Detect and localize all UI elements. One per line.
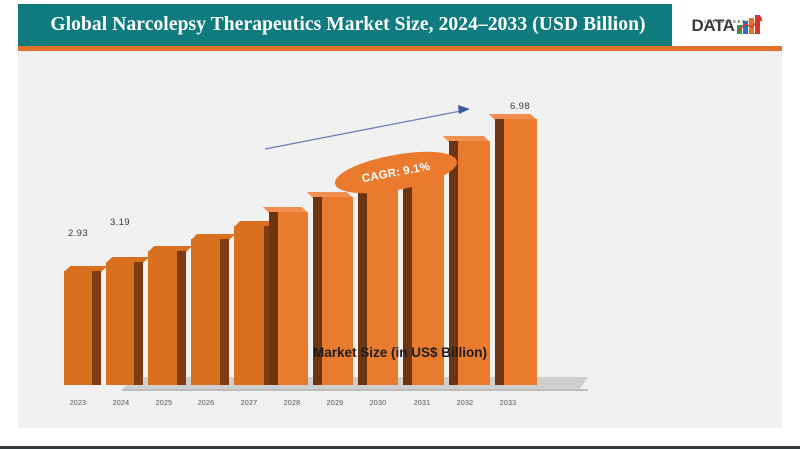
x-tick-2032: 2032 (456, 398, 474, 407)
bar-side-face (495, 119, 504, 385)
bar-side-face (264, 226, 273, 385)
bar-side-face (358, 180, 367, 385)
bar-value-label-2023: 2.93 (67, 228, 89, 239)
x-tick-2028: 2028 (283, 398, 301, 407)
bar-front-face (191, 239, 220, 385)
bar-value-label-2024: 3.19 (109, 217, 131, 228)
x-tick-2029: 2029 (326, 398, 344, 407)
x-tick-2026: 2026 (197, 398, 215, 407)
bar-2030 (351, 175, 398, 385)
bar-value-label-2033: 6.98 (509, 101, 531, 112)
logo-bar-chart-icon (736, 15, 763, 34)
x-tick-2024: 2024 (112, 398, 130, 407)
bar-front-face (412, 161, 444, 385)
bar-2024 (106, 257, 150, 385)
footer-strip (0, 428, 800, 443)
header-accent-line (18, 46, 782, 51)
bar-2025 (148, 246, 193, 385)
x-tick-2027: 2027 (240, 398, 258, 407)
bar-front-face (234, 226, 264, 385)
logo-wordmark: DATA (691, 16, 735, 35)
bar-2032 (442, 136, 490, 385)
bar-2027 (234, 221, 280, 385)
bar-front-face (106, 262, 134, 385)
x-tick-2025: 2025 (155, 398, 173, 407)
bar-2028 (262, 207, 308, 385)
bar-front-face (322, 197, 353, 385)
bar-2031 (396, 156, 444, 385)
bar-front-face (148, 251, 177, 385)
chart-caption: Market Size (in US$ Billion) (312, 345, 488, 360)
bar-side-face (92, 271, 101, 385)
bar-front-face (367, 180, 398, 385)
bar-front-face (504, 119, 537, 385)
bar-2026 (191, 234, 236, 385)
x-tick-2023: 2023 (69, 398, 87, 407)
bar-side-face (403, 161, 412, 385)
bar-side-face (449, 141, 458, 385)
x-tick-2033: 2033 (499, 398, 517, 407)
bar-side-face (313, 197, 322, 385)
bar-side-face (220, 239, 229, 385)
bar-front-face (458, 141, 490, 385)
bar-side-face (177, 251, 186, 385)
logo-subtitle: INTELLIGENCE (704, 19, 757, 24)
bar-2023 (64, 266, 108, 385)
brand-logo: DATA INTELLIGENCE (672, 0, 782, 51)
bar-2033 (488, 114, 537, 385)
logo-trend-arrow-icon (737, 16, 763, 32)
bar-2029 (306, 192, 353, 385)
bar-side-face (269, 212, 278, 385)
plot-region: 2.93 3.19 (18, 51, 782, 431)
bar-side-face (134, 262, 143, 385)
bar-front-face (64, 271, 92, 385)
bar-front-face (278, 212, 308, 385)
chart-area: 2.93 3.19 (18, 51, 782, 431)
header-bar: Global Narcolepsy Therapeutics Market Si… (18, 0, 782, 51)
x-tick-2031: 2031 (413, 398, 431, 407)
x-tick-2030: 2030 (369, 398, 387, 407)
page-title: Global Narcolepsy Therapeutics Market Si… (50, 14, 646, 35)
